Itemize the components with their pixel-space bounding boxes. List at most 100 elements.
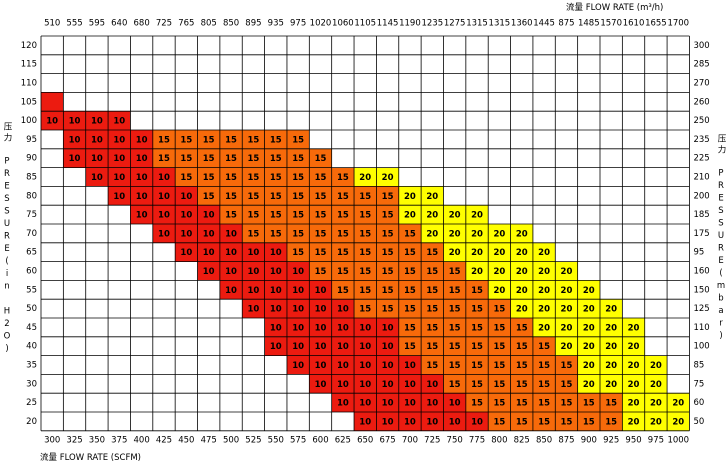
row-label-left: 90 <box>26 154 37 164</box>
cell-value: 15 <box>493 380 505 390</box>
cell-fill <box>175 205 198 224</box>
cell-value: 15 <box>493 361 505 371</box>
cell-value: 20 <box>538 248 550 258</box>
bottom-axis-label: 325 <box>66 435 82 445</box>
cell-fill <box>219 261 243 281</box>
cell-value: 10 <box>136 154 148 164</box>
cell-value: 20 <box>426 211 438 221</box>
cell-fill <box>532 318 556 337</box>
top-axis-label: 595 <box>89 19 105 29</box>
cell-value: 20 <box>583 342 595 352</box>
cell-value: 10 <box>136 211 148 221</box>
cell-value: 10 <box>91 173 103 183</box>
cell-fill <box>264 186 287 206</box>
cell-value: 20 <box>650 380 662 390</box>
cell-fill <box>421 261 444 281</box>
cell-fill <box>488 242 511 262</box>
cell-value: 10 <box>247 267 259 277</box>
cell-value: 10 <box>426 380 438 390</box>
cell-value: 20 <box>516 286 528 296</box>
cell-value: 15 <box>315 211 327 221</box>
cell-fill <box>309 280 332 300</box>
cell-value: 10 <box>382 342 394 352</box>
cell-fill <box>510 336 533 356</box>
cell-value: 15 <box>561 399 573 409</box>
cell-value: 15 <box>315 154 327 164</box>
row-label-right: 285 <box>693 60 709 70</box>
cell-fill <box>309 336 332 356</box>
cell-value: 20 <box>538 323 550 333</box>
cell-value: 10 <box>292 286 304 296</box>
cell-value: 15 <box>292 248 304 258</box>
bottom-axis-label: 925 <box>603 435 619 445</box>
cell-value: 10 <box>158 229 170 239</box>
cell-value: 20 <box>583 305 595 315</box>
cell-value: 20 <box>561 286 573 296</box>
cell-fill <box>331 393 355 412</box>
cell-fill <box>376 393 399 412</box>
cell-fill <box>152 205 176 224</box>
cell-value: 15 <box>516 323 528 333</box>
cell-fill <box>219 280 243 300</box>
cell-fill <box>354 412 377 431</box>
cell-value: 15 <box>449 305 461 315</box>
cell-fill <box>354 186 377 206</box>
cell-value: 10 <box>337 323 349 333</box>
cell-value: 15 <box>382 305 394 315</box>
row-label-right: 225 <box>693 154 709 164</box>
cell-fill <box>421 280 444 300</box>
cell-fill <box>398 393 422 412</box>
top-axis-label: 1445 <box>533 19 555 29</box>
cell-value: 20 <box>404 211 416 221</box>
cell-value: 15 <box>270 173 282 183</box>
cell-fill <box>398 242 422 262</box>
cell-fill <box>286 224 310 243</box>
cell-fill <box>376 224 399 243</box>
cell-fill <box>421 412 444 431</box>
cell-value: 20 <box>538 267 550 277</box>
cell-value: 15 <box>538 361 550 371</box>
cell-value: 15 <box>516 342 528 352</box>
cell-fill <box>488 224 511 243</box>
cell-value: 10 <box>270 323 282 333</box>
cell-fill <box>152 130 176 149</box>
bottom-axis-label: 900 <box>581 435 597 445</box>
cell-fill <box>510 242 533 262</box>
cell-fill <box>197 224 220 243</box>
cell-value: 10 <box>359 399 371 409</box>
top-axis-label: 1190 <box>399 19 421 29</box>
cell-value: 10 <box>292 361 304 371</box>
cell-value: 15 <box>359 248 371 258</box>
cell-fill <box>555 318 578 337</box>
row-label-left: 85 <box>26 173 37 183</box>
cell-value: 15 <box>404 342 416 352</box>
cell-value: 10 <box>158 173 170 183</box>
cell-value: 15 <box>225 211 237 221</box>
cell-fill <box>63 130 86 149</box>
row-label-right: 210 <box>693 173 709 183</box>
top-axis-label: 1105 <box>354 19 376 29</box>
cell-value: 10 <box>270 342 282 352</box>
cell-value: 10 <box>315 286 327 296</box>
cell-value: 10 <box>471 417 483 427</box>
cell-fill <box>41 92 64 112</box>
cell-fill <box>264 280 287 300</box>
cell-value: 10 <box>270 248 282 258</box>
row-label-left: 65 <box>26 248 37 258</box>
cell-value: 15 <box>359 229 371 239</box>
cell-fill <box>421 355 444 375</box>
cell-value: 10 <box>91 117 103 127</box>
cell-fill <box>130 186 153 206</box>
cell-fill <box>622 336 645 356</box>
cell-fill <box>465 393 489 412</box>
cell-value: 15 <box>449 323 461 333</box>
cell-fill <box>264 299 287 318</box>
cell-value: 15 <box>561 380 573 390</box>
cell-value: 20 <box>493 229 505 239</box>
cell-value: 15 <box>538 399 550 409</box>
cell-fill <box>264 318 287 337</box>
cell-fill <box>443 299 466 318</box>
top-axis-label: 765 <box>178 19 194 29</box>
cell-fill <box>309 261 332 281</box>
cell-value: 15 <box>404 323 416 333</box>
